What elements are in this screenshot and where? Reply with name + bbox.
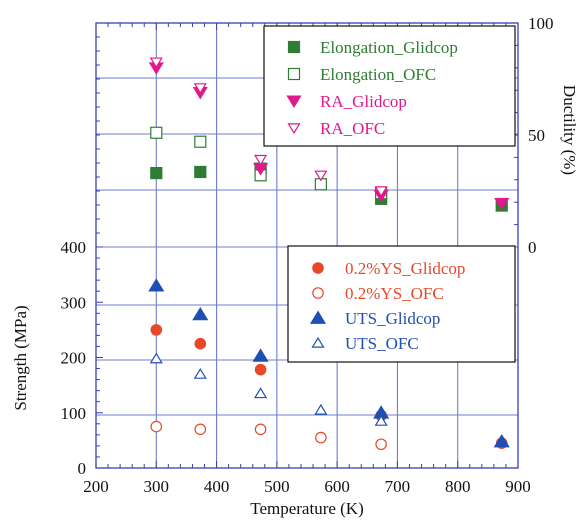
point-0-2-ys-ofc <box>375 438 387 451</box>
ductility-tick-label: 50 <box>528 126 545 145</box>
point-uts-glidcop <box>252 348 269 362</box>
ductility-tick-label: 100 <box>528 14 554 33</box>
strength-legend-box <box>287 245 516 363</box>
point-uts-ofc <box>314 403 328 415</box>
legend-label-ys-ofc: 0.2%YS_OFC <box>345 284 444 303</box>
legend-label-ra-ofc: RA_OFC <box>320 119 385 138</box>
ductility-legend-markers <box>286 40 302 135</box>
legend-marker-0-2-ys-glidcop <box>312 262 324 274</box>
x-axis-title: Temperature (K) <box>250 499 364 518</box>
point-ra-ofc <box>193 83 207 95</box>
point-ra-ofc <box>254 154 268 166</box>
strength-legend-markers <box>309 262 327 348</box>
ductility-axis-title: Ductility (%) <box>560 85 579 175</box>
data-points <box>148 57 510 451</box>
legend-label-uts-glidcop: UTS_Glidcop <box>345 309 440 328</box>
x-tick-label: 600 <box>324 477 350 496</box>
strength-tick-label: 200 <box>61 349 87 368</box>
point-uts-ofc <box>374 414 388 426</box>
strength-tick-label: 100 <box>61 404 87 423</box>
legend-marker-elongation-ofc <box>287 67 301 81</box>
ductility-legend-box <box>263 25 516 147</box>
x-tick-label: 900 <box>505 477 531 496</box>
point-0-2-ys-ofc <box>315 431 327 444</box>
point-elongation-ofc <box>150 126 163 139</box>
legend-marker-elongation-glidcop <box>287 40 301 54</box>
x-tick-label: 400 <box>204 477 230 496</box>
ductility-legend: Elongation_Glidcop Elongation_OFC RA_Gli… <box>263 25 516 147</box>
legend-marker-0-2-ys-ofc <box>312 287 324 299</box>
point-0-2-ys-ofc <box>150 420 163 433</box>
point-uts-glidcop <box>192 306 209 321</box>
x-tick-label: 300 <box>144 477 170 496</box>
plot-frame <box>95 22 519 469</box>
point-0-2-ys-glidcop <box>194 337 207 350</box>
point-ra-glidcop <box>494 197 510 211</box>
legend-marker-uts-glidcop <box>309 310 327 324</box>
point-0-2-ys-ofc <box>194 423 207 436</box>
strength-tick-label: 300 <box>61 293 87 312</box>
tick-labels: 200 300 400 500 600 700 800 900 0 100 200 300 400 0 50… <box>61 14 554 496</box>
legend-label-elongation-glidcop: Elongation_Glidcop <box>320 38 458 57</box>
x-tick-label: 500 <box>264 477 290 496</box>
strength-tick-label: 0 <box>78 459 87 478</box>
point-ra-ofc <box>149 57 163 69</box>
point-0-2-ys-ofc <box>254 423 267 436</box>
point-uts-ofc <box>254 387 268 399</box>
legend-label-elongation-ofc: Elongation_OFC <box>320 65 436 84</box>
x-tick-label: 800 <box>445 477 471 496</box>
point-elongation-glidcop <box>194 165 207 179</box>
legend-label-ra-glidcop: RA_Glidcop <box>320 92 407 111</box>
point-uts-ofc <box>193 367 207 379</box>
point-uts-glidcop <box>148 278 165 292</box>
strength-axis-title: Strength (MPa) <box>11 305 30 410</box>
point-uts-glidcop <box>493 434 510 448</box>
legend-marker-ra-glidcop <box>286 95 302 109</box>
legend-label-ys-glidcop: 0.2%YS_Glidcop <box>345 259 465 278</box>
point-0-2-ys-glidcop <box>150 324 163 336</box>
point-elongation-glidcop <box>150 166 163 180</box>
legend-label-uts-ofc: UTS_OFC <box>345 334 419 353</box>
strength-legend: 0.2%YS_Glidcop 0.2%YS_OFC UTS_Glidcop UT… <box>287 245 516 363</box>
point-elongation-ofc <box>194 135 207 148</box>
x-tick-label: 200 <box>83 477 109 496</box>
legend-marker-uts-ofc <box>311 336 325 348</box>
point-ra-ofc <box>314 170 328 182</box>
point-0-2-ys-glidcop <box>254 363 267 376</box>
legend-marker-ra-ofc <box>287 123 301 135</box>
x-tick-label: 700 <box>385 477 411 496</box>
ductility-tick-label: 0 <box>528 238 537 257</box>
point-uts-ofc <box>149 352 163 364</box>
point-ra-ofc <box>374 186 388 198</box>
strength-tick-label: 400 <box>61 238 87 257</box>
